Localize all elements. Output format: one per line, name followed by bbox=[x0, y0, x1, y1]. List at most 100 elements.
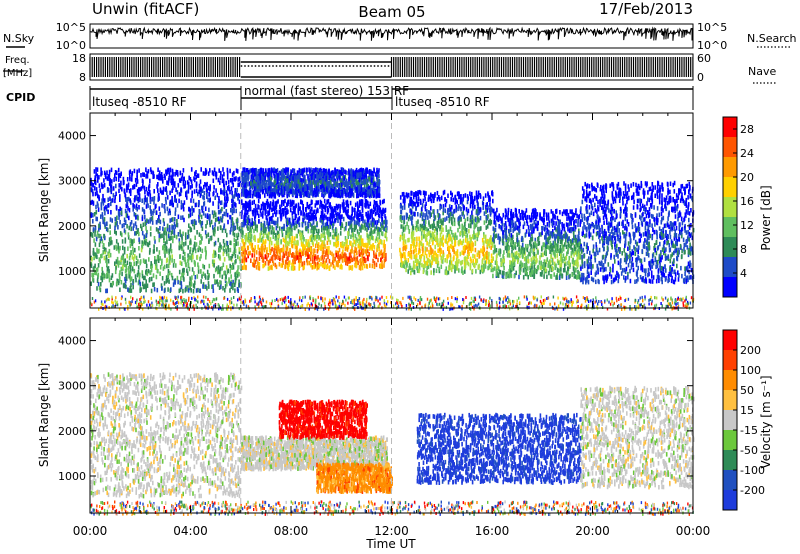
rti-cell bbox=[123, 180, 125, 185]
rti-cell bbox=[419, 226, 422, 232]
rti-cell bbox=[139, 272, 141, 278]
rti-cell bbox=[120, 207, 123, 213]
rti-cell bbox=[272, 234, 275, 239]
rti-cell bbox=[274, 209, 276, 215]
rti-cell bbox=[100, 172, 102, 177]
rti-cell bbox=[226, 186, 229, 191]
rti-cell bbox=[145, 186, 148, 192]
rti-cell bbox=[252, 247, 254, 253]
rti-cell bbox=[233, 243, 235, 248]
rti-cell bbox=[187, 245, 189, 250]
freq-label-1: Freq. bbox=[5, 55, 30, 66]
rti-cell bbox=[224, 276, 227, 282]
rti-cell bbox=[236, 217, 239, 222]
rti-cell bbox=[123, 246, 126, 252]
rti-cell bbox=[130, 262, 132, 267]
rti-cell bbox=[106, 170, 108, 175]
rti-cell bbox=[116, 221, 118, 226]
rti-cell bbox=[145, 174, 147, 179]
rti-cell bbox=[188, 266, 191, 272]
rti-cell bbox=[115, 218, 118, 223]
rti-cell bbox=[363, 263, 366, 269]
rti-cell bbox=[264, 254, 267, 259]
rti-cell bbox=[170, 287, 172, 292]
rti-cell bbox=[241, 222, 243, 227]
rti-cell bbox=[142, 258, 145, 263]
rti-cell bbox=[243, 178, 245, 184]
rti-cell bbox=[219, 273, 221, 278]
nave-label: Nave bbox=[748, 65, 776, 78]
rti-cell bbox=[115, 170, 118, 176]
rti-cell bbox=[213, 249, 215, 255]
rti-cell bbox=[166, 263, 168, 269]
rti-cell bbox=[299, 231, 301, 237]
rti-cell bbox=[264, 193, 266, 198]
rti-cell bbox=[188, 207, 190, 212]
rti-cell bbox=[223, 243, 226, 248]
rti-cell bbox=[336, 240, 338, 245]
rti-cell bbox=[213, 263, 215, 268]
rti-cell bbox=[376, 231, 379, 237]
rti-cell bbox=[146, 171, 148, 176]
rti-cell bbox=[355, 239, 357, 245]
rti-cell bbox=[306, 201, 309, 207]
rti-cell bbox=[335, 232, 337, 237]
rti-cell bbox=[329, 240, 332, 245]
rti-cell bbox=[132, 284, 134, 290]
rti-cell bbox=[175, 198, 178, 203]
rti-cell bbox=[219, 225, 222, 230]
rti-cell bbox=[192, 198, 195, 204]
rti-cell bbox=[212, 214, 215, 219]
rti-cell bbox=[235, 259, 237, 264]
rti-cell bbox=[442, 250, 444, 255]
rti-cell bbox=[370, 220, 372, 225]
rti-cell bbox=[116, 281, 118, 286]
rti-cell bbox=[338, 175, 341, 180]
rti-cell bbox=[187, 253, 189, 258]
rti-cell bbox=[321, 244, 323, 250]
rti-cell bbox=[335, 203, 338, 209]
rti-cell bbox=[194, 248, 197, 254]
rti-cell bbox=[101, 215, 104, 220]
rti-cell bbox=[180, 200, 183, 205]
rti-cell bbox=[128, 255, 131, 261]
rti-cell bbox=[163, 204, 166, 210]
rti-cell bbox=[320, 179, 322, 185]
rti-cell bbox=[230, 279, 233, 285]
rti-cell bbox=[233, 250, 236, 255]
rti-cell bbox=[312, 232, 315, 238]
rti-cell bbox=[229, 168, 231, 174]
rti-cell bbox=[223, 191, 225, 196]
rti-cell bbox=[347, 231, 349, 236]
rti-cell bbox=[484, 264, 487, 269]
rti-cell bbox=[142, 184, 144, 189]
rti-cell bbox=[231, 180, 234, 185]
rti-cell bbox=[190, 219, 193, 225]
rti-cell bbox=[332, 177, 334, 182]
rti-cell bbox=[155, 264, 158, 269]
rti-cell bbox=[170, 178, 172, 184]
rti-cell bbox=[303, 215, 306, 221]
rti-cell bbox=[183, 200, 186, 205]
rti-cell bbox=[195, 220, 197, 225]
rti-cell bbox=[384, 257, 386, 262]
rti-cell bbox=[374, 201, 377, 206]
rti-cell bbox=[261, 214, 264, 219]
rti-cell bbox=[222, 286, 224, 291]
rti-cell bbox=[354, 233, 357, 239]
rti-cell bbox=[189, 208, 191, 213]
rti-cell bbox=[126, 213, 129, 219]
rti-cell bbox=[310, 263, 312, 268]
rti-cell bbox=[162, 266, 165, 271]
rti-cell bbox=[144, 214, 146, 220]
rti-cell bbox=[232, 226, 234, 232]
rti-cell bbox=[364, 180, 367, 185]
rti-cell bbox=[230, 274, 232, 279]
rti-cell bbox=[284, 264, 286, 270]
rti-cell bbox=[385, 236, 388, 242]
rti-cell bbox=[128, 225, 130, 231]
rti-cell bbox=[383, 198, 385, 204]
rti-cell bbox=[103, 170, 106, 176]
rti-cell bbox=[159, 234, 162, 239]
rti-cell bbox=[348, 169, 350, 175]
